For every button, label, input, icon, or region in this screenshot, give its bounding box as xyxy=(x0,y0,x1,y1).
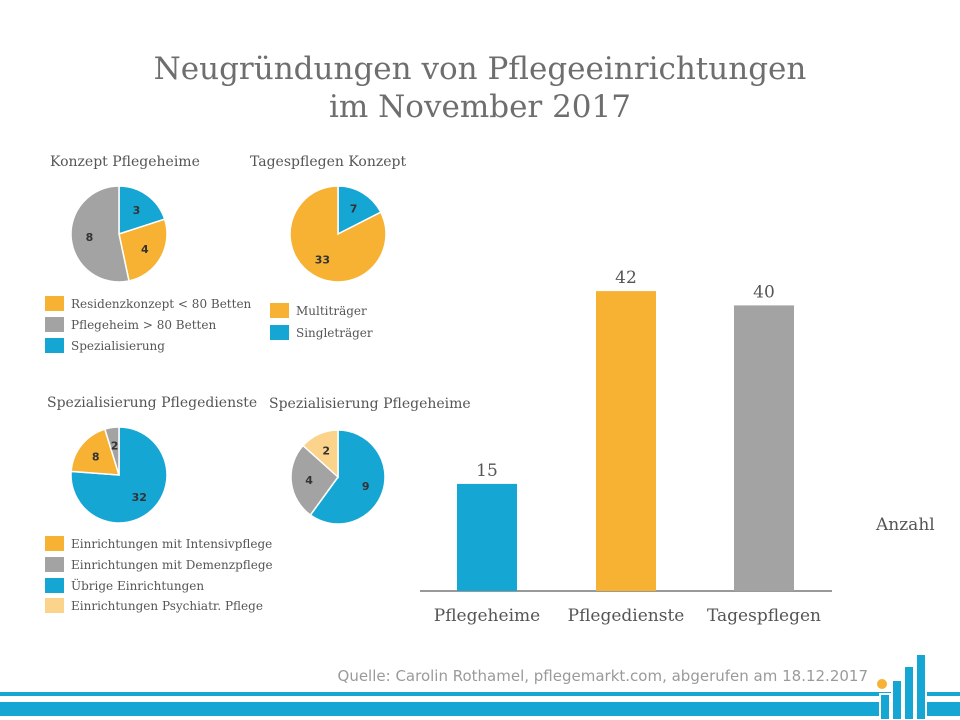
legend-swatch xyxy=(45,338,64,353)
pie-slice xyxy=(289,185,387,283)
pie-slice-label: 8 xyxy=(86,231,94,244)
pie-konzept-pflegeheime: 3 4 8 xyxy=(70,185,168,283)
chart-title: Neugründungen von Pflegeeinrichtungen im… xyxy=(0,50,960,126)
pie-slice-label: 2 xyxy=(111,440,119,453)
pie-slice xyxy=(337,185,382,236)
legend-item-spezialisierung: Spezialisierung xyxy=(45,338,165,353)
pflegemarkt-logo-icon xyxy=(875,653,927,720)
pie-slice xyxy=(290,444,340,517)
legend-swatch xyxy=(45,557,64,572)
legend-label: Übrige Einrichtungen xyxy=(71,578,205,593)
category-label: Tagespflegen xyxy=(707,606,821,626)
legend-label: Residenzkonzept < 80 Betten xyxy=(71,296,252,311)
legend-label: Spezialisierung xyxy=(71,338,165,353)
bar-pflegedienste xyxy=(596,291,656,591)
pie-slice xyxy=(70,185,130,283)
pie-slice-label: 32 xyxy=(132,491,147,504)
title-line-2: im November 2017 xyxy=(329,89,631,125)
title-line-1: Neugründungen von Pflegeeinrichtungen xyxy=(153,51,807,87)
legend-item-intensivpflege: Einrichtungen mit Intensivpflege xyxy=(45,536,272,551)
footer-bar xyxy=(0,702,960,716)
pie-slice xyxy=(302,429,339,479)
legend-item-demenzpflege: Einrichtungen mit Demenzpflege xyxy=(45,557,273,572)
legend-item-residenzkonzept: Residenzkonzept < 80 Betten xyxy=(45,296,251,311)
pie-slice-label: 3 xyxy=(133,204,141,217)
pie-slice xyxy=(118,185,166,236)
legend-item-multitraeger: Multiträger xyxy=(270,303,367,318)
specialization-legend: Einrichtungen mit Intensivpflege Einrich… xyxy=(45,536,305,616)
legend-label: Pflegeheim > 80 Betten xyxy=(71,317,217,332)
bar-value-label: 42 xyxy=(615,268,637,288)
pie1-title: Konzept Pflegeheime xyxy=(50,154,200,170)
pie2-legend: Multiträger Singleträger xyxy=(270,303,420,348)
category-label: Pflegeheime xyxy=(434,606,540,626)
bar-tagespflegen xyxy=(734,305,794,591)
bar-pflegeheime xyxy=(457,483,517,591)
legend-item-uebrige: Übrige Einrichtungen xyxy=(45,578,204,593)
pie-slice-label: 33 xyxy=(315,253,330,266)
pie-slice-label: 7 xyxy=(350,203,358,216)
footer-line xyxy=(0,692,960,696)
legend-item-pflegeheim: Pflegeheim > 80 Betten xyxy=(45,317,216,332)
legend-label: Einrichtungen Psychiatr. Pflege xyxy=(71,598,263,613)
legend-swatch xyxy=(45,578,64,593)
pie-slice xyxy=(309,429,386,525)
series-label-anzahl: Anzahl xyxy=(876,515,935,535)
pie-slice-label: 4 xyxy=(141,243,149,256)
pie-slice-label: 2 xyxy=(322,444,330,457)
legend-item-singletraeger: Singleträger xyxy=(270,325,373,340)
pie-slice-label: 8 xyxy=(92,450,100,463)
source-note: Quelle: Carolin Rothamel, pflegemarkt.co… xyxy=(337,667,868,685)
legend-label: Singleträger xyxy=(296,325,373,340)
bar-value-label: 40 xyxy=(753,282,775,302)
legend-swatch xyxy=(270,325,289,340)
category-label: Pflegedienste xyxy=(568,606,685,626)
pie1-legend: Residenzkonzept < 80 Betten Pflegeheim >… xyxy=(45,296,265,366)
legend-label: Einrichtungen mit Intensivpflege xyxy=(71,536,273,551)
pie-slice xyxy=(103,426,120,476)
pie-slice-label: 9 xyxy=(362,480,370,493)
footer-band xyxy=(0,692,960,716)
pie-spezialisierung-pflegeheime: 9 4 2 xyxy=(290,429,386,525)
legend-swatch xyxy=(270,303,289,318)
pie2-title: Tagespflegen Konzept xyxy=(250,154,407,170)
pie-tagespflegen-konzept: 7 33 xyxy=(289,185,387,283)
legend-swatch xyxy=(45,536,64,551)
pie-spezialisierung-pflegedienste: 32 82 xyxy=(70,426,168,524)
legend-swatch xyxy=(45,296,64,311)
bar-value-label: 15 xyxy=(476,461,498,481)
pie-slice xyxy=(118,218,168,282)
pie3-title: Spezialisierung Pflegedienste xyxy=(47,395,258,411)
legend-label: Einrichtungen mit Demenzpflege xyxy=(71,557,273,572)
legend-swatch xyxy=(45,317,64,332)
legend-swatch xyxy=(45,598,64,613)
legend-label: Multiträger xyxy=(296,303,367,318)
legend-item-psychiatr: Einrichtungen Psychiatr. Pflege xyxy=(45,598,263,613)
pie-slice xyxy=(70,428,121,476)
pie4-title: Spezialisierung Pflegeheime xyxy=(269,396,471,412)
pie-slice-label: 4 xyxy=(305,474,313,487)
